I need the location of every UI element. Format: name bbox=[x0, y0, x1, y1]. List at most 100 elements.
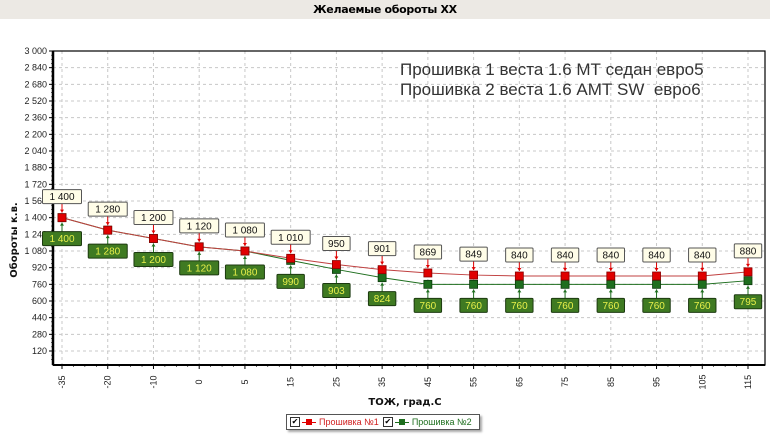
series1-point[interactable] bbox=[286, 253, 296, 263]
series2-arrow-icon bbox=[60, 222, 64, 226]
series2-arrow-icon bbox=[197, 251, 202, 255]
series1-point[interactable] bbox=[743, 267, 753, 277]
x-tick-label: -35 bbox=[57, 375, 67, 388]
x-tick-label: 55 bbox=[469, 377, 479, 387]
series2-point[interactable] bbox=[743, 276, 753, 286]
series1-data-value: 1 120 bbox=[187, 221, 212, 232]
legend-checkbox-series1[interactable]: ✔ bbox=[290, 417, 300, 427]
series2-arrow-icon bbox=[334, 274, 339, 278]
series1-data-value: 840 bbox=[557, 251, 574, 262]
series1-point[interactable] bbox=[606, 271, 616, 281]
series2-data-label bbox=[642, 297, 671, 313]
series2-data-value: 990 bbox=[282, 277, 299, 288]
series1-arrow-icon bbox=[563, 268, 568, 271]
series1-point[interactable] bbox=[103, 225, 113, 235]
series2-point[interactable] bbox=[697, 279, 707, 289]
legend-checkbox-series2[interactable]: ✔ bbox=[382, 417, 393, 427]
series2-point[interactable] bbox=[377, 273, 387, 283]
x-tick-label: 65 bbox=[514, 377, 524, 387]
series1-data-value: 849 bbox=[465, 250, 482, 261]
series2-data-value: 760 bbox=[602, 301, 619, 312]
series2-data-label bbox=[179, 260, 220, 276]
series2-data-label bbox=[733, 294, 763, 310]
series2-point[interactable] bbox=[606, 279, 616, 289]
series1-point[interactable] bbox=[149, 234, 158, 243]
series1-point[interactable] bbox=[514, 271, 524, 281]
series1-data-label bbox=[87, 201, 128, 217]
series2-data-value: 760 bbox=[694, 301, 711, 312]
series1-point[interactable] bbox=[240, 246, 250, 256]
series1-arrow-icon bbox=[197, 238, 202, 242]
y-tick-label: 760 bbox=[32, 279, 47, 289]
x-tick-label: 45 bbox=[423, 377, 433, 387]
series1-point[interactable] bbox=[57, 213, 67, 223]
series1-data-value: 1 200 bbox=[141, 213, 166, 224]
y-tick-label: 440 bbox=[32, 313, 47, 323]
series1-data-value: 901 bbox=[374, 244, 391, 255]
y-tick-label: 120 bbox=[32, 346, 47, 356]
series1-data-value: 840 bbox=[602, 251, 619, 262]
series1-arrow-icon bbox=[608, 268, 613, 271]
y-tick-label: 280 bbox=[32, 329, 47, 339]
series1-arrow-icon bbox=[288, 250, 293, 254]
x-tick-label: 0 bbox=[194, 379, 204, 384]
chart-annotation: Прошивка 1 веста 1.6 МТ седан евро5 Прош… bbox=[400, 60, 704, 100]
series2-data-label bbox=[550, 297, 580, 313]
legend-item-series1[interactable]: ✔ Прошивка №1 bbox=[290, 417, 379, 427]
series2-arrow-icon bbox=[151, 243, 156, 247]
series2-data-value: 1 200 bbox=[141, 255, 166, 266]
series2-arrow-icon bbox=[380, 282, 385, 286]
annotation-line-2: Прошивка 2 веста 1.6 АМТ SW евро6 bbox=[400, 80, 701, 99]
series2-point[interactable] bbox=[423, 279, 433, 289]
series2-point[interactable] bbox=[560, 279, 570, 289]
series1-data-label bbox=[596, 247, 625, 263]
y-axis-title: Обороты к.в. bbox=[8, 202, 20, 277]
y-tick-label: 920 bbox=[32, 263, 47, 273]
series1-point[interactable] bbox=[560, 271, 570, 281]
series2-point[interactable] bbox=[469, 279, 479, 289]
series2-arrow-icon bbox=[517, 289, 522, 293]
series2-data-label bbox=[413, 297, 443, 313]
series1-point[interactable] bbox=[331, 260, 341, 269]
legend-label-series2: Прошивка №2 bbox=[411, 417, 472, 427]
legend-item-series2[interactable]: ✔ Прошивка №2 bbox=[382, 417, 472, 427]
series1-point[interactable] bbox=[469, 270, 479, 280]
x-tick-label: -10 bbox=[148, 375, 158, 388]
y-tick-label: 2 520 bbox=[24, 96, 47, 106]
series2-arrow-icon bbox=[608, 289, 613, 293]
series1-data-value: 840 bbox=[694, 251, 711, 262]
series2-data-label bbox=[459, 297, 488, 313]
series1-point[interactable] bbox=[377, 265, 387, 275]
series1-point[interactable] bbox=[423, 268, 433, 278]
series1-data-label bbox=[413, 244, 443, 260]
series2-arrow-icon bbox=[242, 256, 247, 259]
series1-point[interactable] bbox=[652, 271, 661, 281]
series2-arrow-icon bbox=[746, 285, 750, 289]
window-title: Желаемые обороты ХХ bbox=[0, 0, 770, 19]
x-tick-label: 105 bbox=[697, 374, 707, 389]
series1-data-label bbox=[367, 241, 397, 257]
series1-data-value: 1 280 bbox=[95, 205, 120, 216]
series2-marker-icon bbox=[394, 418, 409, 427]
series1-data-label bbox=[642, 247, 671, 263]
series1-data-value: 1 010 bbox=[278, 233, 303, 244]
series2-data-value: 760 bbox=[465, 301, 482, 312]
series1-point[interactable] bbox=[697, 271, 707, 281]
series1-arrow-icon bbox=[151, 230, 156, 234]
series2-point[interactable] bbox=[514, 279, 524, 289]
series2-data-value: 1 120 bbox=[187, 263, 212, 274]
series2-arrow-icon bbox=[654, 289, 659, 293]
series1-data-value: 840 bbox=[511, 251, 528, 262]
series1-data-value: 880 bbox=[740, 246, 757, 257]
series1-data-value: 840 bbox=[648, 251, 665, 262]
series1-arrow-icon bbox=[654, 268, 659, 271]
x-tick-label: 15 bbox=[286, 377, 296, 387]
series2-point[interactable] bbox=[652, 279, 661, 289]
series2-arrow-icon bbox=[425, 289, 430, 293]
series1-point[interactable] bbox=[194, 242, 204, 252]
x-tick-label: -20 bbox=[103, 375, 113, 388]
series1-arrow-icon bbox=[334, 256, 339, 260]
series2-data-value: 760 bbox=[511, 301, 528, 312]
series2-data-label bbox=[42, 231, 82, 247]
y-tick-label: 2 680 bbox=[24, 79, 47, 89]
